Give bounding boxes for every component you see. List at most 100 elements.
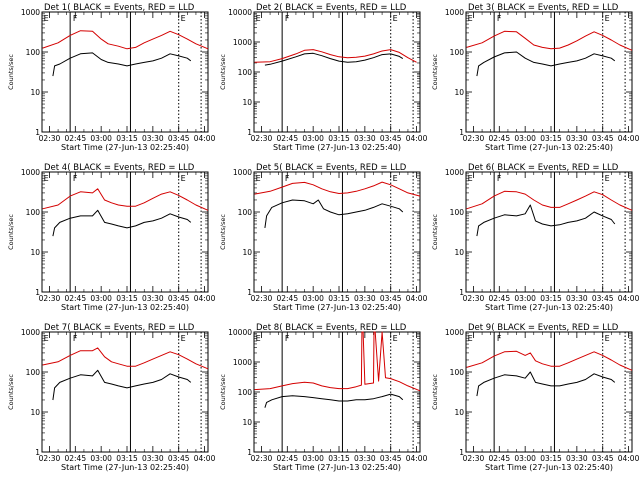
detector-panel-2: Det 2( BLACK = Events, RED = LLD Counts/s…: [219, 3, 428, 152]
y-tick-label: 10: [242, 418, 252, 427]
interval-marker-label: F: [73, 174, 78, 183]
y-tick-label: 1: [247, 288, 252, 297]
x-tick-label: 02:30: [463, 454, 485, 463]
panel-title: Det 5( BLACK = Events, RED = LLD: [256, 163, 407, 173]
x-tick-label: 03:15: [328, 454, 350, 463]
y-tick-label: 1000: [445, 8, 464, 17]
x-tick-label: 02:45: [64, 294, 86, 303]
plot-frame: [41, 171, 209, 293]
series-line-lld: [466, 190, 633, 211]
series-line-lld: [42, 188, 209, 211]
x-tick-label: 03:15: [328, 294, 350, 303]
x-tick-label: 03:30: [142, 454, 164, 463]
x-tick-label: 03:15: [116, 294, 138, 303]
x-tick-label: 02:30: [39, 294, 61, 303]
y-axis-label: Counts/sec: [431, 374, 439, 410]
y-tick-label: 100: [450, 208, 465, 217]
x-axis-label: Start Time (27-Jun-13 02:25:40): [273, 463, 401, 472]
y-tick-label: 10000: [228, 328, 252, 337]
series-line-events: [476, 204, 616, 237]
x-tick-label: 03:45: [592, 134, 614, 143]
plot-frame: [465, 11, 633, 133]
x-tick-label: 03:15: [328, 134, 350, 143]
x-tick-label: 03:15: [540, 454, 562, 463]
series-line-events: [52, 52, 192, 77]
y-tick-label: 10: [242, 248, 252, 257]
panel-title: Det 2( BLACK = Events, RED = LLD: [256, 3, 407, 13]
interval-marker-label: F: [497, 334, 502, 343]
x-tick-label: 02:30: [463, 294, 485, 303]
x-tick-label: 03:30: [354, 134, 376, 143]
panel-title: Det 8( BLACK = Events, RED = LLD: [256, 323, 407, 333]
x-axis-label: Start Time (27-Jun-13 02:25:40): [485, 143, 613, 152]
x-tick-label: 02:45: [488, 294, 510, 303]
x-tick-label: 03:45: [380, 454, 402, 463]
detector-panel-6: Det 6( BLACK = Events, RED = LLD Counts/s…: [431, 163, 640, 312]
detector-panel-4: Det 4( BLACK = Events, RED = LLD Counts/s…: [7, 163, 216, 312]
x-tick-label: 02:30: [251, 134, 273, 143]
detector-panel-9: Det 9( BLACK = Events, RED = LLD Counts/s…: [431, 323, 640, 472]
series-line-events: [476, 51, 616, 77]
x-tick-label: 03:45: [168, 294, 190, 303]
interval-marker-label: E: [181, 334, 186, 343]
y-tick-label: 100: [238, 388, 253, 397]
plot-frame: [253, 11, 421, 133]
y-tick-label: 10: [30, 248, 40, 257]
x-tick-label: 03:30: [566, 134, 588, 143]
interval-marker-label: F: [73, 334, 78, 343]
y-tick-label: 1000: [233, 358, 252, 367]
y-tick-label: 1000: [21, 168, 40, 177]
y-tick-label: 100: [450, 48, 465, 57]
interval-marker-label: E: [468, 334, 473, 343]
y-tick-label: 1: [35, 128, 40, 137]
y-tick-label: 1: [35, 288, 40, 297]
x-tick-label: 04:00: [618, 134, 640, 143]
series-line-lld: [254, 49, 417, 63]
y-tick-label: 1: [459, 288, 464, 297]
y-axis-label: Counts/sec: [431, 214, 439, 250]
series-line-events: [264, 199, 404, 228]
x-tick-label: 04:00: [618, 454, 640, 463]
x-tick-label: 03:30: [566, 454, 588, 463]
y-tick-label: 100: [238, 208, 253, 217]
y-tick-label: 10: [30, 88, 40, 97]
x-tick-label: 02:45: [488, 134, 510, 143]
x-tick-label: 03:45: [592, 294, 614, 303]
interval-marker-label: F: [497, 174, 502, 183]
x-tick-label: 04:00: [618, 294, 640, 303]
y-tick-label: 1: [459, 128, 464, 137]
interval-marker-label: E: [256, 14, 261, 23]
panel-title: Det 6( BLACK = Events, RED = LLD: [468, 163, 619, 173]
plot-frame: [41, 11, 209, 133]
x-tick-label: 02:30: [251, 454, 273, 463]
x-tick-label: 03:30: [566, 294, 588, 303]
y-tick-label: 100: [238, 68, 253, 77]
series-line-events: [264, 393, 404, 408]
y-tick-label: 1000: [445, 328, 464, 337]
interval-marker-label: E: [44, 334, 49, 343]
x-tick-label: 03:00: [90, 134, 112, 143]
x-tick-label: 03:00: [302, 294, 324, 303]
x-tick-label: 04:00: [406, 294, 428, 303]
y-tick-label: 100: [26, 208, 41, 217]
interval-marker-label: F: [285, 174, 290, 183]
x-tick-label: 03:30: [142, 134, 164, 143]
interval-marker-label: E: [393, 334, 398, 343]
x-tick-label: 02:30: [39, 134, 61, 143]
y-tick-label: 10: [242, 98, 252, 107]
y-tick-label: 10: [454, 88, 464, 97]
y-tick-label: 10: [454, 248, 464, 257]
x-tick-label: 03:15: [540, 134, 562, 143]
interval-marker-label: E: [181, 174, 186, 183]
x-tick-label: 02:30: [463, 134, 485, 143]
plot-frame: [253, 171, 421, 293]
y-tick-label: 1000: [445, 168, 464, 177]
x-tick-label: 02:30: [251, 294, 273, 303]
x-tick-label: 02:45: [64, 454, 86, 463]
detector-panel-7: Det 7( BLACK = Events, RED = LLD Counts/s…: [7, 323, 216, 472]
series-line-events: [52, 209, 192, 237]
x-tick-label: 04:00: [194, 454, 216, 463]
x-tick-label: 03:00: [302, 454, 324, 463]
x-tick-label: 02:45: [488, 454, 510, 463]
